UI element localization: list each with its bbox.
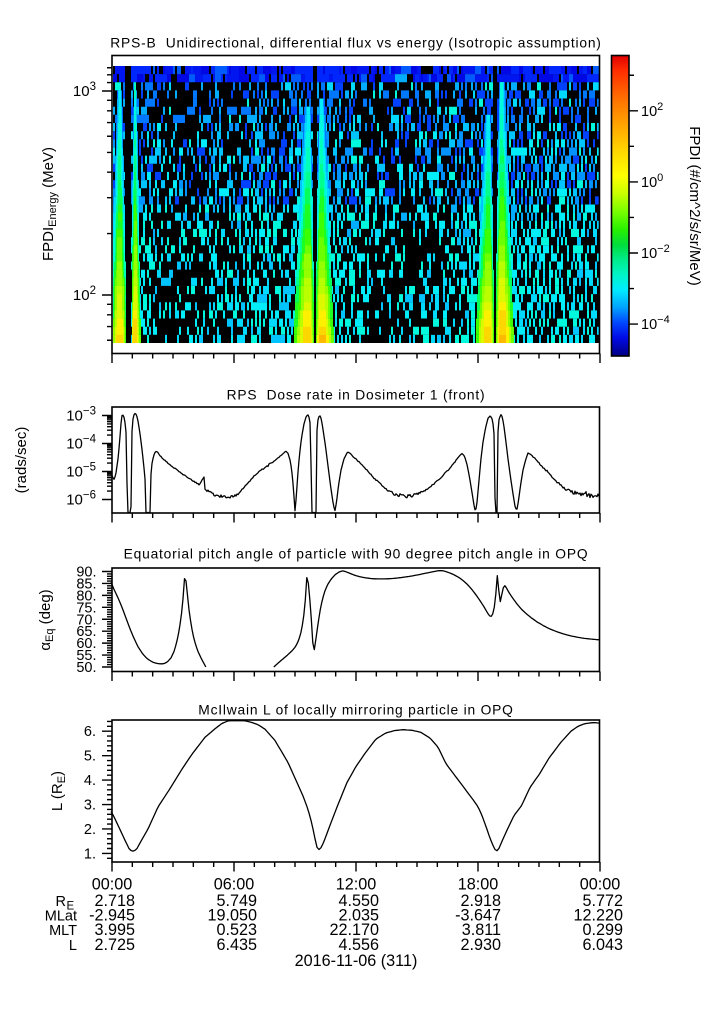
svg-text:50.: 50. bbox=[76, 660, 96, 676]
svg-text:2.930: 2.930 bbox=[460, 936, 501, 954]
svg-text:4.550: 4.550 bbox=[338, 892, 379, 910]
svg-text:3.: 3. bbox=[84, 798, 96, 814]
svg-text:2.918: 2.918 bbox=[460, 892, 501, 910]
svg-text:00:00: 00:00 bbox=[580, 876, 621, 894]
svg-text:4.556: 4.556 bbox=[338, 936, 379, 954]
svg-text:L: L bbox=[69, 938, 77, 954]
svg-text:22.170: 22.170 bbox=[329, 921, 379, 939]
svg-text:FPDIEnergy (MeV): FPDIEnergy (MeV) bbox=[40, 147, 59, 261]
svg-text:3.811: 3.811 bbox=[462, 921, 501, 939]
svg-text:80.: 80. bbox=[76, 588, 96, 604]
svg-text:6.435: 6.435 bbox=[216, 936, 257, 954]
svg-text:MLT: MLT bbox=[49, 923, 77, 939]
svg-text:55.: 55. bbox=[76, 648, 96, 664]
svg-text:(rads/sec): (rads/sec) bbox=[13, 427, 30, 494]
svg-text:90.: 90. bbox=[76, 565, 96, 581]
svg-text:19.050: 19.050 bbox=[207, 907, 257, 925]
svg-text:4.: 4. bbox=[84, 773, 96, 789]
svg-text:-3.647: -3.647 bbox=[455, 907, 501, 925]
svg-text:75.: 75. bbox=[76, 600, 96, 616]
svg-text:1.: 1. bbox=[84, 846, 96, 862]
svg-text:R: R bbox=[56, 894, 66, 910]
svg-text:MLat: MLat bbox=[45, 909, 77, 925]
svg-text:5.: 5. bbox=[84, 749, 96, 765]
svg-text:06:00: 06:00 bbox=[214, 876, 255, 894]
svg-text:0.299: 0.299 bbox=[582, 921, 623, 939]
svg-text:2.: 2. bbox=[84, 822, 96, 838]
svg-text:RPS Dose rate in Dosimeter 1: RPS Dose rate in Dosimeter 1 (front) bbox=[227, 388, 486, 403]
svg-text:E: E bbox=[67, 901, 75, 913]
svg-text:2016-11-06 (311): 2016-11-06 (311) bbox=[295, 952, 418, 970]
svg-text:12:00: 12:00 bbox=[336, 876, 377, 894]
svg-text:0.523: 0.523 bbox=[216, 921, 257, 939]
svg-text:RPS-B Unidirectional, differe: RPS-B Unidirectional, differential flux … bbox=[110, 36, 601, 51]
svg-text:70.: 70. bbox=[76, 612, 96, 628]
svg-text:6.043: 6.043 bbox=[582, 936, 623, 954]
svg-text:McIlwain L of locally mirrorin: McIlwain L of locally mirroring particle… bbox=[198, 703, 513, 718]
svg-text:18:00: 18:00 bbox=[458, 876, 499, 894]
svg-text:65.: 65. bbox=[76, 624, 96, 640]
svg-text:2.718: 2.718 bbox=[94, 892, 135, 910]
svg-text:2.035: 2.035 bbox=[338, 907, 379, 925]
svg-text:6.: 6. bbox=[84, 724, 96, 740]
svg-text:Equatorial pitch angle of part: Equatorial pitch angle of particle with … bbox=[124, 547, 589, 562]
svg-text:60.: 60. bbox=[76, 636, 96, 652]
svg-text:3.995: 3.995 bbox=[94, 921, 135, 939]
svg-text:85.: 85. bbox=[76, 576, 96, 592]
svg-text:5.749: 5.749 bbox=[216, 892, 257, 910]
svg-text:FPDI (#/cm^2/s/sr/MeV): FPDI (#/cm^2/s/sr/MeV) bbox=[686, 126, 703, 286]
svg-text:-2.945: -2.945 bbox=[89, 907, 135, 925]
svg-text:5.772: 5.772 bbox=[582, 892, 623, 910]
svg-text:00:00: 00:00 bbox=[92, 876, 133, 894]
svg-text:12.220: 12.220 bbox=[573, 907, 623, 925]
svg-text:2.725: 2.725 bbox=[94, 936, 135, 954]
